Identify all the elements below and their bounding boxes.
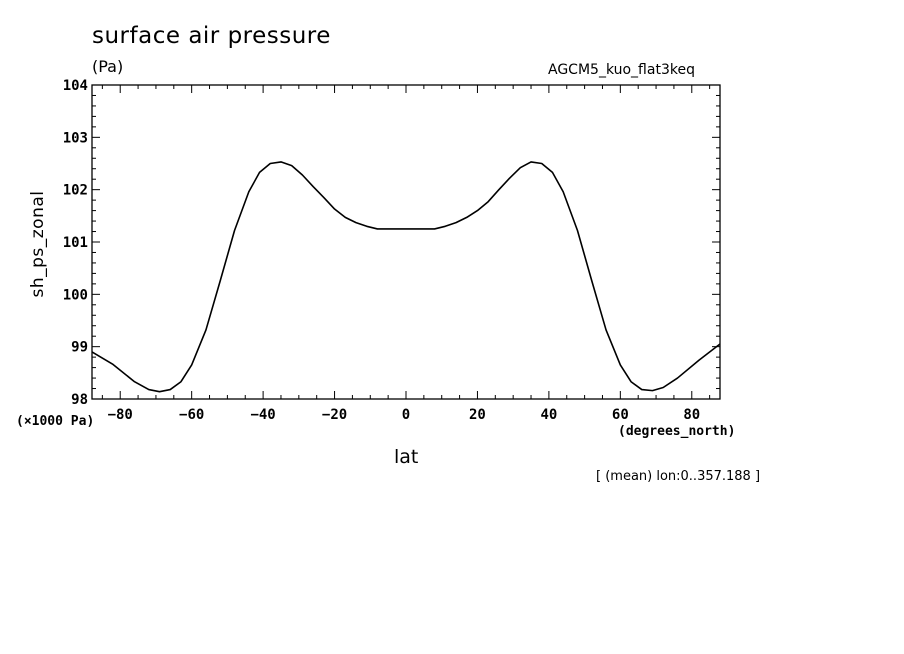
series-layer [91,161,721,393]
averaging-note: [ (mean) lon:0..357.188 ] [596,469,761,484]
y-tick-label: 102 [63,183,88,199]
tick-marks [92,84,720,400]
model-label: AGCM5_kuo_flat3keq [548,62,695,78]
x-tick-label: 60 [612,407,629,423]
x-axis-units: (degrees_north) [618,424,736,439]
x-tick-label: −40 [250,407,275,423]
x-tick-label: −60 [179,407,204,423]
y-tick-label: 100 [63,287,88,303]
y-tick-label: 104 [63,78,88,94]
y-scale-note: (×1000 Pa) [16,414,95,429]
y-tick-label: 99 [71,340,88,356]
x-tick-label: −80 [108,407,133,423]
x-axis-label: lat [394,446,419,468]
series-line [91,161,721,393]
x-tick-label: 40 [540,407,557,423]
x-tick-label: 0 [402,407,410,423]
y-tick-label: 103 [63,130,88,146]
chart-units: (Pa) [92,57,124,76]
y-tick-label: 101 [63,235,88,251]
plot-frame [91,84,721,400]
x-tick-label: 80 [683,407,700,423]
x-tick-label: −20 [322,407,347,423]
chart-title: surface air pressure [92,23,331,49]
x-tick-label: 20 [469,407,486,423]
y-tick-label: 98 [71,392,88,408]
tick-labels: −80 −60 −40 −20 0 20 40 60 80 98 99 100 101 102 103 104 [63,78,701,423]
